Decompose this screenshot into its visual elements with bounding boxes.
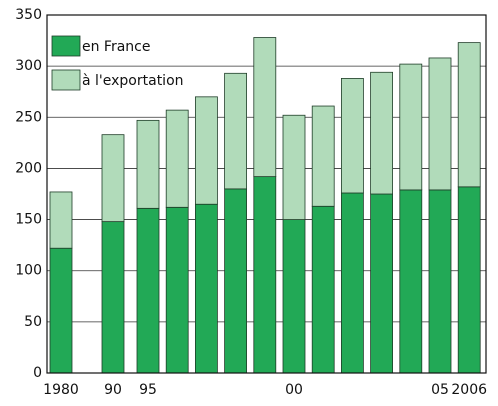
bar-segment [311,205,335,374]
x-tick-label: 00 [285,382,303,398]
bar-segment [370,193,394,374]
x-tick-label: 2006 [451,382,487,398]
bar-segment [101,221,125,374]
y-tick-label: 150 [15,212,42,228]
bar-segment [253,37,277,178]
bar-segment [253,176,277,374]
y-tick-label: 200 [15,160,42,176]
y-tick-label: 250 [15,109,42,125]
legend-swatch [51,69,81,91]
x-tick-label: 95 [139,382,157,398]
bar-segment [399,63,423,191]
bar-segment [428,57,452,191]
bar-segment [340,192,364,374]
bar-segment [194,96,218,205]
bar-segment [49,247,73,374]
bar-segment [428,189,452,374]
bar-segment [340,78,364,194]
y-tick-label: 0 [33,365,42,381]
bar-segment [224,188,248,374]
bar-segment [399,189,423,374]
y-tick-label: 350 [15,7,42,23]
bar-segment [136,119,160,209]
bar-segment [457,186,481,374]
bar-segment [165,206,189,374]
plot-frame [46,14,487,374]
bar-segment [282,219,306,374]
x-tick-label: 05 [431,382,449,398]
x-tick-label: 1980 [43,382,79,398]
bar-segment [282,114,306,220]
legend-label: à l'exportation [82,73,184,89]
bar-segment [136,207,160,374]
y-tick-label: 100 [15,263,42,279]
y-tick-label: 300 [15,58,42,74]
bar-segment [224,72,248,190]
legend-swatch [51,35,81,57]
bar-segment [370,71,394,195]
y-tick-label: 50 [24,314,42,330]
bar-segment [165,109,189,208]
bar-segment [457,42,481,188]
bar-segment [49,191,73,249]
bar-segment [194,203,218,374]
bar-segment [311,105,335,207]
x-tick-label: 90 [104,382,122,398]
bar-segment [101,134,125,223]
legend-label: en France [82,39,151,55]
